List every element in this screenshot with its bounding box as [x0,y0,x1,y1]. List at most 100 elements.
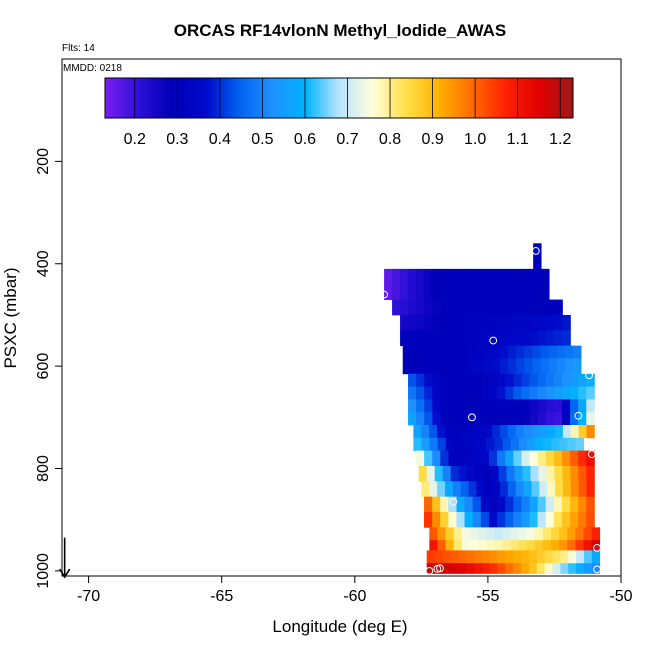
heatmap-cell [440,412,449,426]
heatmap-cell [458,563,467,574]
heatmap-cell [591,540,601,551]
heatmap-cell [481,563,490,574]
heatmap-cell [424,496,433,513]
heatmap-cell [505,386,514,400]
heatmap-cell [551,437,560,451]
heatmap-cell [426,550,435,564]
heatmap-cell [494,540,503,551]
heatmap-cell [529,399,539,413]
heatmap-cell [548,345,558,359]
heatmap-cell [523,424,532,439]
heatmap-cell [576,563,585,574]
heatmap-cell [542,540,552,551]
sample-point [425,566,434,575]
heatmap-cell [529,412,539,426]
heatmap-cell [567,437,577,451]
heatmap-cell [423,268,432,285]
heatmap-cell [444,424,454,439]
heatmap-cell [432,450,441,467]
heatmap-cell [437,481,446,498]
heatmap-cell [497,399,506,413]
heatmap-cell [551,540,560,551]
heatmap-cell [474,465,483,482]
heatmap-cell [570,450,579,467]
y-tick-label: 400 [35,250,52,277]
heatmap-cell [570,399,579,413]
heatmap-cell [444,481,454,498]
heatmap-cell [424,373,433,388]
colorbar-gradient [104,77,574,119]
heatmap-cell [472,373,482,388]
heatmap-cell [540,345,550,359]
heatmap-cell [540,358,550,375]
heatmap-cell [497,450,506,467]
heatmap-cell [525,268,534,285]
heatmap-cell [537,496,547,513]
heatmap-cell [470,268,479,285]
heatmap-cell [500,481,509,498]
sample-points [380,247,601,575]
x-tick-label: -50 [609,588,632,605]
heatmap-cell [465,299,474,316]
heatmap-cell [451,345,460,359]
heatmap-cell [440,399,449,413]
y-tick-label: 1000 [35,553,52,589]
heatmap-cell [529,496,538,513]
heatmap-cell [421,481,430,498]
sample-point [436,564,444,573]
heatmap-cell [450,563,459,574]
heatmap-cell [489,373,498,388]
heatmap-cell [531,424,540,439]
heatmap-cell [513,512,522,528]
heatmap-cell [562,481,572,498]
heatmap-cell [553,512,563,528]
heatmap-cell [483,358,493,375]
heatmap-cell [556,358,566,375]
heatmap-cell [522,465,531,482]
heatmap-cell [514,465,523,482]
heatmap-cell [448,373,458,388]
heatmap-cell [575,527,584,541]
heatmap-cell [497,563,506,574]
heatmap-cell [427,358,436,375]
heatmap-cell [416,330,425,347]
sample-point [593,543,601,552]
heatmap-cell [525,284,534,300]
heatmap-cell [513,450,522,467]
heatmap-cell [529,299,539,316]
heatmap-cell [400,299,409,316]
heatmap-cell [440,450,449,467]
heatmap-cell [561,496,571,513]
heatmap-cell [515,481,524,498]
heatmap-cell [456,450,466,467]
heatmap-cell [556,345,566,359]
heatmap-cell [578,496,587,513]
heatmap-cell [578,399,587,413]
heatmap-cell [435,345,444,359]
heatmap-cell [440,386,449,400]
heatmap-cell [416,412,425,426]
heatmap-cell [472,386,482,400]
heatmap-layer [384,243,601,574]
sample-point [531,247,540,255]
heatmap-cell [586,465,595,482]
heatmap-cell [415,268,424,285]
heatmap-cell [416,450,425,467]
heatmap-cell [528,550,538,564]
heatmap-cell [456,330,466,347]
heatmap-cell [459,358,468,375]
heatmap-cell [521,496,530,513]
heatmap-cell [552,563,561,574]
heatmap-cell [452,424,461,439]
heatmap-cell [468,424,477,439]
colorbar-tick-label: 0.5 [251,131,273,148]
heatmap-cell [529,314,539,331]
heatmap-cell [461,540,471,551]
heatmap-cell [546,314,555,331]
heatmap-cell [491,358,501,375]
sample-point [593,565,601,574]
heatmap-cell [555,424,564,439]
heatmap-cell [486,437,495,451]
heatmap-cell [424,512,433,528]
chart-title: ORCAS RF14vlonN Methyl_Iodide_AWAS [174,21,507,40]
